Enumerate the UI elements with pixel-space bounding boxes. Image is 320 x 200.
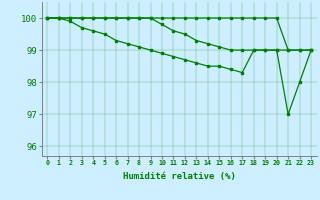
- X-axis label: Humidité relative (%): Humidité relative (%): [123, 172, 236, 181]
